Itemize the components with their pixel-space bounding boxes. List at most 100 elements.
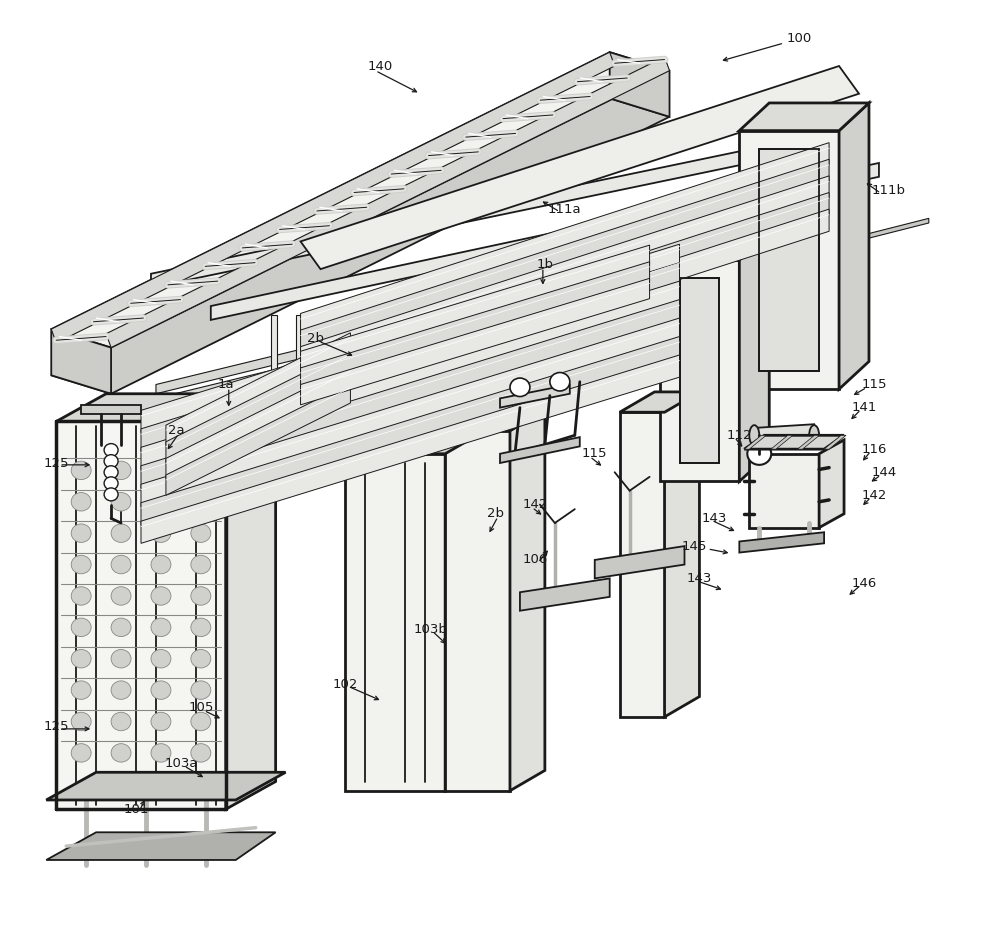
Text: 142: 142 [522, 498, 548, 511]
Circle shape [104, 466, 118, 479]
Circle shape [104, 455, 118, 468]
Polygon shape [226, 394, 276, 809]
Polygon shape [301, 209, 829, 402]
Polygon shape [106, 56, 670, 347]
Polygon shape [141, 355, 680, 544]
Polygon shape [46, 772, 286, 800]
Polygon shape [56, 394, 276, 421]
Circle shape [151, 618, 171, 636]
Polygon shape [500, 437, 580, 463]
Polygon shape [301, 159, 829, 352]
Polygon shape [660, 232, 769, 260]
Circle shape [550, 372, 570, 391]
Polygon shape [749, 454, 819, 528]
Circle shape [191, 493, 211, 511]
Polygon shape [141, 244, 680, 432]
Circle shape [111, 744, 131, 762]
Polygon shape [345, 454, 445, 791]
Polygon shape [520, 579, 610, 611]
Circle shape [191, 587, 211, 606]
Circle shape [71, 681, 91, 699]
Circle shape [151, 524, 171, 543]
Polygon shape [759, 149, 819, 370]
Circle shape [191, 712, 211, 731]
Polygon shape [798, 435, 819, 449]
Polygon shape [51, 52, 670, 347]
Polygon shape [56, 421, 226, 809]
Polygon shape [610, 52, 670, 117]
Polygon shape [141, 300, 680, 488]
Circle shape [111, 493, 131, 511]
Polygon shape [510, 410, 545, 791]
Circle shape [111, 681, 131, 699]
Polygon shape [156, 219, 839, 394]
Circle shape [191, 461, 211, 480]
Polygon shape [211, 163, 879, 319]
Circle shape [111, 556, 131, 574]
Text: 111a: 111a [548, 203, 582, 216]
Text: 142: 142 [861, 489, 887, 502]
Text: 2a: 2a [168, 424, 184, 437]
Circle shape [71, 587, 91, 606]
Circle shape [151, 712, 171, 731]
Text: 125: 125 [43, 457, 69, 469]
Polygon shape [620, 392, 699, 412]
Polygon shape [141, 336, 680, 525]
Circle shape [111, 524, 131, 543]
Polygon shape [595, 546, 684, 579]
Circle shape [151, 556, 171, 574]
Polygon shape [445, 431, 510, 791]
Text: 103a: 103a [164, 757, 198, 770]
Polygon shape [739, 131, 839, 389]
Polygon shape [445, 410, 545, 431]
Text: 111b: 111b [872, 184, 906, 197]
Polygon shape [824, 435, 846, 449]
Text: 105: 105 [188, 701, 214, 714]
Text: 145: 145 [682, 540, 707, 553]
Polygon shape [166, 349, 350, 462]
Polygon shape [500, 384, 570, 407]
Polygon shape [166, 366, 350, 479]
Polygon shape [151, 131, 839, 288]
Text: 143: 143 [702, 512, 727, 525]
Text: 115: 115 [582, 447, 607, 460]
Circle shape [151, 587, 171, 606]
Circle shape [111, 649, 131, 668]
Text: 125: 125 [43, 720, 69, 732]
Text: 141: 141 [851, 401, 877, 414]
Polygon shape [296, 315, 302, 421]
Circle shape [191, 556, 211, 574]
Polygon shape [744, 435, 844, 449]
Text: 112: 112 [727, 429, 752, 442]
Polygon shape [51, 98, 670, 394]
Circle shape [71, 712, 91, 731]
Polygon shape [301, 245, 650, 371]
Text: 103b: 103b [413, 622, 447, 635]
Polygon shape [301, 193, 829, 385]
Text: 2b: 2b [307, 332, 324, 344]
Polygon shape [754, 424, 814, 446]
Polygon shape [51, 329, 111, 394]
Polygon shape [226, 407, 360, 421]
Circle shape [191, 744, 211, 762]
Circle shape [191, 524, 211, 543]
Text: 143: 143 [687, 572, 712, 585]
Polygon shape [739, 232, 769, 482]
Polygon shape [660, 260, 739, 482]
Polygon shape [445, 431, 485, 791]
Circle shape [71, 618, 91, 636]
Circle shape [191, 649, 211, 668]
Circle shape [104, 444, 118, 457]
Circle shape [191, 618, 211, 636]
Ellipse shape [809, 425, 819, 445]
Polygon shape [301, 262, 650, 388]
Polygon shape [141, 263, 680, 451]
Polygon shape [141, 282, 680, 469]
Circle shape [151, 493, 171, 511]
Circle shape [151, 681, 171, 699]
Text: 2b: 2b [487, 507, 504, 520]
Circle shape [71, 493, 91, 511]
Circle shape [71, 461, 91, 480]
Text: 100: 100 [787, 31, 812, 44]
Polygon shape [620, 412, 665, 717]
